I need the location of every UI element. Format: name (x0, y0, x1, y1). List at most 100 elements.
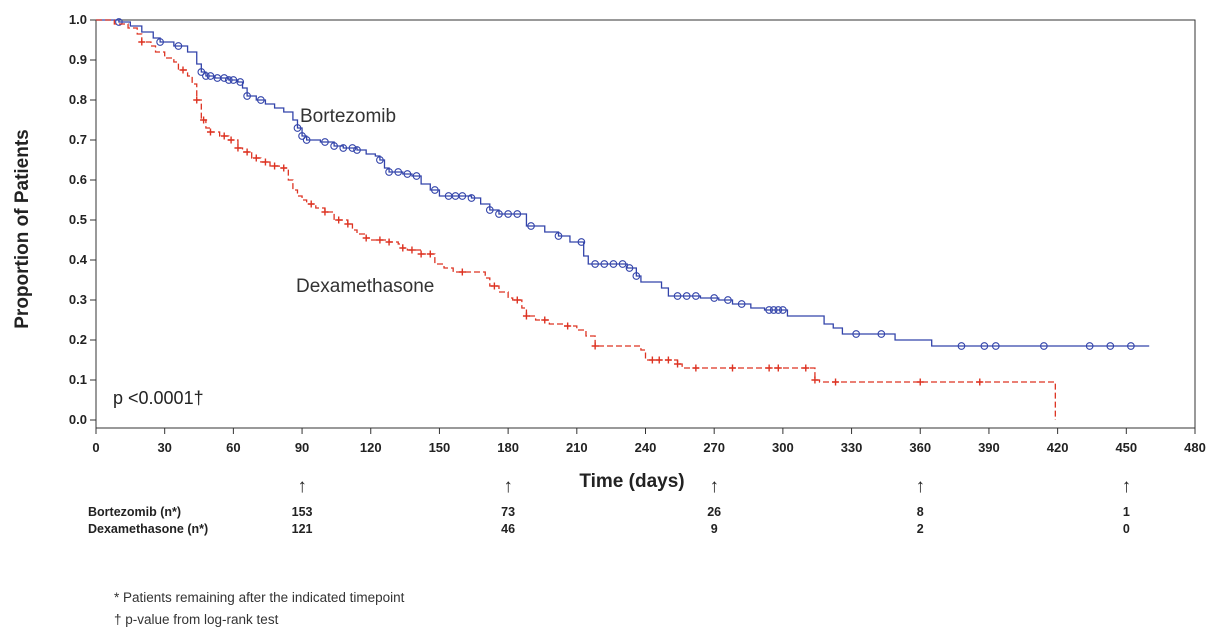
bortezomib-censor-mark (779, 306, 787, 314)
dexamethasone-censor-mark (220, 132, 228, 140)
dexamethasone-censor-mark (664, 356, 672, 364)
risk-count: 8 (917, 505, 924, 519)
dexamethasone-censor-mark (408, 246, 416, 254)
x-tick-label: 240 (635, 440, 657, 455)
y-tick-label: 0.3 (69, 292, 87, 307)
bortezomib-censor-mark (682, 292, 691, 300)
y-tick-label: 0.6 (69, 172, 87, 187)
risk-count: 1 (1123, 505, 1130, 519)
dexamethasone-series-label: Dexamethasone (296, 276, 434, 297)
dexamethasone-censor-mark (522, 312, 530, 320)
bortezomib-censor-mark (339, 144, 348, 152)
dexamethasone-censor-mark (200, 116, 208, 124)
bortezomib-censor-mark (220, 74, 229, 82)
dexamethasone-censor-mark (362, 234, 370, 242)
bortezomib-censor-mark (206, 72, 215, 80)
timepoint-arrow-90: ↑ (297, 476, 307, 497)
risk-count: 153 (292, 505, 313, 519)
dexamethasone-censor-mark (385, 238, 393, 246)
bortezomib-censor-mark (957, 342, 966, 350)
bortezomib-censor-mark (618, 260, 627, 268)
bortezomib-censor-mark (609, 260, 618, 268)
dexamethasone-censor-mark (564, 322, 572, 330)
bortezomib-censor-mark (202, 72, 210, 80)
risk-count: 46 (501, 522, 515, 536)
x-tick-label: 390 (978, 440, 1000, 455)
y-tick-label: 0.0 (69, 412, 87, 427)
bortezomib-censor-mark (298, 132, 306, 140)
dexamethasone-censor-mark (458, 268, 466, 276)
dexamethasone-censor-mark (138, 38, 146, 46)
dexamethasone-survival-curve (96, 19, 1056, 420)
x-tick-label: 0 (92, 440, 99, 455)
x-tick-label: 120 (360, 440, 382, 455)
bortezomib-censor-mark (403, 170, 412, 178)
footnote-patients-remaining: * Patients remaining after the indicated… (114, 590, 405, 605)
bortezomib-censor-mark (321, 138, 329, 146)
dexamethasone-censor-mark (261, 158, 269, 166)
x-tick-label: 360 (909, 440, 931, 455)
bortezomib-censor-mark (765, 306, 773, 314)
dexamethasone-censor-mark (252, 154, 260, 162)
plot-frame (95, 19, 1196, 429)
dexamethasone-censor-mark (321, 208, 329, 216)
dexamethasone-censor-mark (811, 376, 819, 384)
bortezomib-censor-mark (376, 156, 384, 164)
bortezomib-censor-mark (513, 210, 522, 218)
dexamethasone-censor-mark (655, 356, 663, 364)
bortezomib-censor-mark (877, 330, 886, 338)
p-value-annotation: p <0.0001† (113, 388, 204, 408)
x-tick-label: 210 (566, 440, 588, 455)
bortezomib-censor-mark (991, 342, 1000, 350)
dexamethasone-censor-mark (344, 220, 352, 228)
bortezomib-censor-mark (174, 42, 183, 50)
bortezomib-censor-mark (710, 294, 719, 302)
dexamethasone-censor-mark (193, 96, 201, 104)
dexamethasone-censor-mark (426, 250, 434, 258)
dexamethasone-censor-mark (591, 342, 599, 350)
bortezomib-censor-mark (348, 144, 357, 152)
bortezomib-censor-mark (115, 18, 123, 26)
dexamethasone-censor-mark (227, 136, 235, 144)
dexamethasone-censor-mark (916, 378, 924, 386)
bortezomib-censor-mark (527, 222, 535, 230)
y-tick-label: 0.2 (69, 332, 87, 347)
bortezomib-censor-mark (257, 96, 265, 104)
dexamethasone-censor-mark (307, 200, 315, 208)
risk-count: 2 (917, 522, 924, 536)
risk-count: 73 (501, 505, 515, 519)
bortezomib-censor-mark (385, 168, 393, 176)
x-tick-label: 270 (703, 440, 725, 455)
bortezomib-censor-mark (302, 136, 311, 144)
dexamethasone-censor-mark (774, 364, 782, 372)
bortezomib-censor-mark (737, 300, 746, 308)
dexamethasone-censor-mark (206, 128, 214, 136)
bortezomib-censor-mark (495, 210, 503, 218)
bortezomib-censor-mark (156, 38, 164, 46)
x-tick-label: 300 (772, 440, 794, 455)
bortezomib-censor-mark (673, 292, 682, 300)
risk-table: ↑ ↑ ↑ ↑ ↑ Bortezomib (n*) 153 73 26 8 1 Dexamethaso… (88, 476, 1131, 536)
bortezomib-censor-mark (229, 76, 238, 84)
x-tick-label: 480 (1184, 440, 1206, 455)
y-tick-label: 1.0 (69, 12, 87, 27)
dexamethasone-censor-mark (802, 364, 810, 372)
bortezomib-censor-mark (591, 260, 599, 268)
bortezomib-censor-mark (1106, 342, 1115, 350)
bortezomib-censor-mark (458, 192, 467, 200)
y-tick-label: 0.4 (69, 252, 88, 267)
risk-row-label: Dexamethasone (n*) (88, 522, 208, 536)
bortezomib-censor-mark (330, 142, 338, 150)
bortezomib-censor-mark (600, 260, 609, 268)
y-tick-label: 0.9 (69, 52, 87, 67)
dexamethasone-censor-mark (280, 164, 288, 172)
series-layer (96, 18, 1150, 420)
footnote-p-value: † p-value from log-rank test (114, 612, 279, 627)
dexamethasone-censor-mark (376, 236, 384, 244)
bortezomib-censor-mark (236, 78, 245, 86)
bortezomib-censor-mark (577, 238, 586, 246)
bortezomib-censor-mark (485, 206, 494, 214)
y-tick-label: 0.5 (69, 212, 87, 227)
x-tick-label: 150 (429, 440, 451, 455)
bortezomib-censor-mark (224, 76, 233, 84)
